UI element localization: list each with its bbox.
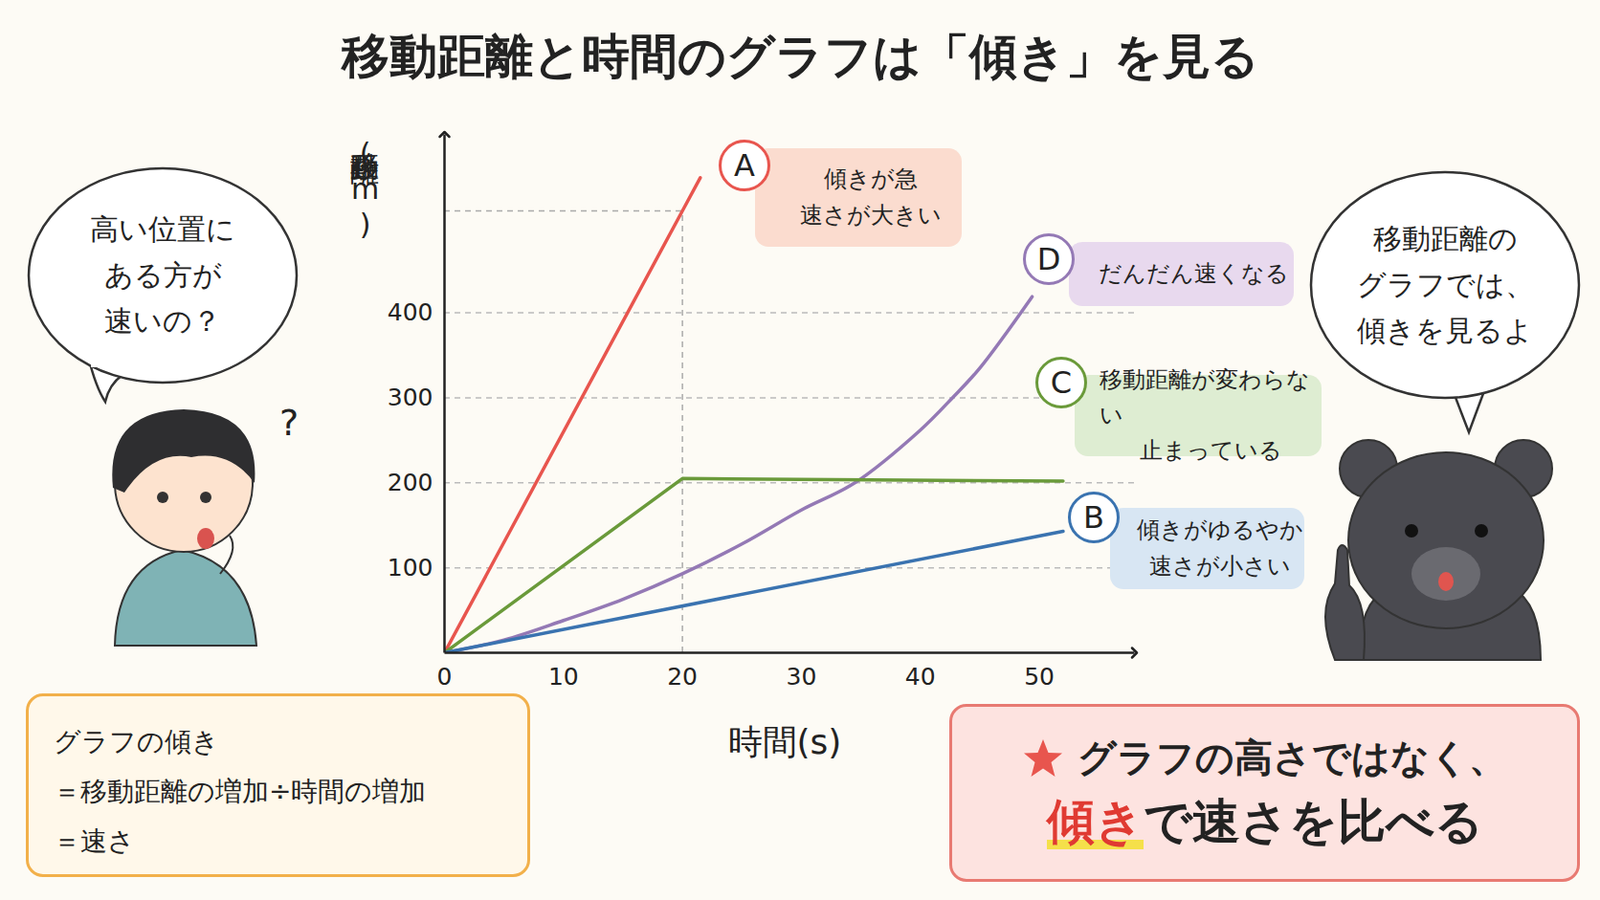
html-text:A: A (733, 147, 755, 184)
html-text:傾きが急: 傾きが急 (823, 165, 918, 193)
html-text:＝移動距離の増加÷時間の増加: ＝移動距離の増加÷時間の増加 (53, 775, 427, 808)
html-text:＝速さ: ＝速さ (53, 825, 135, 858)
html-text:グラフの高さではなく、: グラフの高さではなく、 (1077, 735, 1508, 780)
html-text:速さが小さい: 速さが小さい (1148, 552, 1291, 580)
svg-text:0: 0 (437, 663, 453, 691)
html-text:傾きで速さを比べる: 傾きで速さを比べる (1046, 794, 1483, 850)
html-text:移動距離と時間のグラフは「傾き」を見る: 移動距離と時間のグラフは「傾き」を見る (341, 28, 1259, 85)
svg-text:10: 10 (548, 663, 579, 691)
html-text:速いの？: 速いの？ (104, 304, 222, 338)
html-text:グラフの傾き: グラフの傾き (53, 726, 220, 758)
html-text:傾きを見るよ: 傾きを見るよ (1356, 313, 1534, 347)
html-text:移動距離が変わらない: 移動距離が変わらない (1099, 366, 1311, 429)
html-text:傾きがゆるやか: 傾きがゆるやか (1136, 517, 1303, 544)
svg-text:40: 40 (905, 663, 936, 691)
html-text:高い位置に: 高い位置に (89, 212, 236, 246)
svg-text:50: 50 (1023, 663, 1055, 691)
html-text:B: B (1083, 499, 1105, 536)
html-text:だんだん速くなる: だんだん速くなる (1098, 260, 1289, 287)
svg-text:100: 100 (387, 554, 434, 582)
svg-text:300: 300 (387, 383, 434, 412)
svg-text:20: 20 (666, 663, 698, 691)
html-text:移動距離(m): 移動距離(m) (348, 129, 382, 244)
html-text:D: D (1037, 241, 1061, 278)
html-text:移動距離の: 移動距離の (1372, 221, 1518, 256)
svg-text:200: 200 (387, 468, 434, 497)
html-text:グラフでは、: グラフでは、 (1356, 267, 1534, 301)
svg-text:400: 400 (387, 298, 434, 327)
html-text:C: C (1050, 364, 1072, 401)
html-text:速さが大きい: 速さが大きい (800, 201, 942, 229)
html-text:時間(s): 時間(s) (727, 722, 842, 762)
svg-text:30: 30 (786, 663, 818, 691)
html-text:ある方が: ある方が (103, 258, 222, 292)
html-text:止まっている: 止まっている (1139, 437, 1282, 465)
